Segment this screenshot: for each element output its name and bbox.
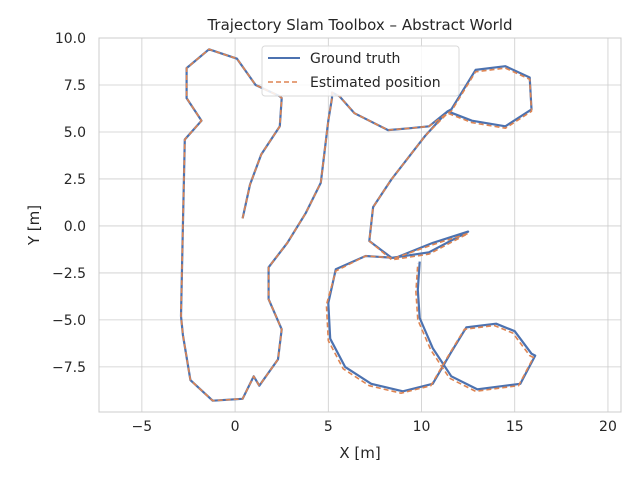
legend-label-ground-truth: Ground truth: [310, 51, 400, 67]
series-layer: [179, 48, 537, 402]
x-tick-label: −5: [132, 419, 153, 435]
legend-label-estimated-position: Estimated position: [310, 75, 441, 91]
y-tick-label: 7.5: [64, 78, 86, 94]
y-tick-label: 10.0: [55, 31, 86, 47]
y-tick-labels: −7.5 −5.0 −2.5 0.0 2.5 5.0 7.5 10.0: [52, 31, 86, 376]
y-tick-label: 0.0: [64, 219, 86, 235]
x-tick-label: 15: [506, 419, 524, 435]
x-tick-label: 0: [231, 419, 240, 435]
x-tick-label: 5: [324, 419, 333, 435]
series-line-estimated-position: [180, 48, 535, 402]
x-tick-labels: −5 0 5 10 15 20: [132, 419, 617, 435]
y-tick-label: −7.5: [52, 360, 86, 376]
series-line-ground-truth: [179, 48, 537, 402]
y-tick-label: −5.0: [52, 313, 86, 329]
x-axis-title: X [m]: [339, 444, 380, 462]
y-tick-label: 2.5: [64, 172, 86, 188]
legend: Ground truth Estimated position: [261, 45, 460, 97]
y-tick-label: 5.0: [64, 125, 86, 141]
legend-box: [261, 45, 460, 97]
x-tick-label: 20: [599, 419, 617, 435]
y-axis-title: Y [m]: [25, 205, 43, 246]
y-tick-label: −2.5: [52, 266, 86, 282]
x-tick-label: 10: [413, 419, 431, 435]
plot-frame: [98, 37, 622, 413]
chart-title: Trajectory Slam Toolbox – Abstract World: [206, 16, 512, 34]
